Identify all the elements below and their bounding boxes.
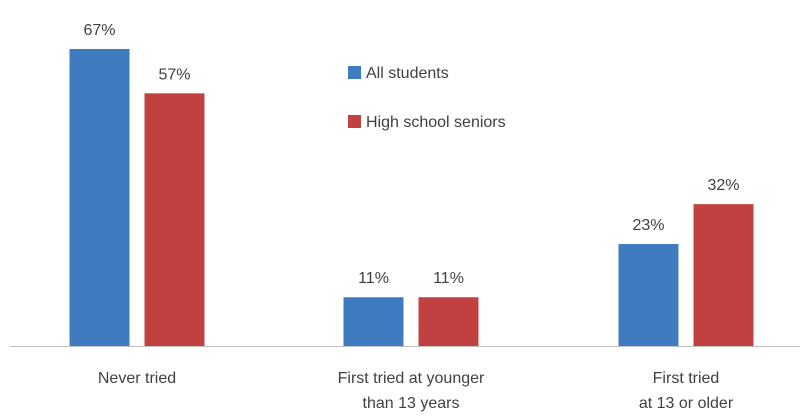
- bar-all-students-2: [618, 244, 679, 346]
- x-tick-label-line: than 13 years: [363, 395, 460, 412]
- legend-label: All students: [366, 65, 449, 82]
- legend-swatch: [348, 66, 361, 79]
- data-label: 67%: [83, 22, 115, 39]
- bar-high-school-seniors-0: [144, 93, 205, 346]
- bar-high-school-seniors-1: [418, 297, 479, 346]
- x-tick-label: Never tried: [98, 370, 176, 387]
- x-tick-label-line: First tried at younger: [338, 370, 485, 387]
- data-label: 23%: [632, 217, 664, 234]
- data-label: 32%: [707, 177, 739, 194]
- x-tick-label: First tried at younger than 13 years: [338, 370, 485, 412]
- bar-all-students-0: [69, 49, 130, 346]
- data-label: 11%: [433, 270, 464, 287]
- x-tick-label: First tried at 13 or older: [639, 370, 734, 412]
- bar-all-students-1: [343, 297, 404, 346]
- bar-high-school-seniors-2: [693, 204, 754, 346]
- x-tick-label-line: at 13 or older: [639, 395, 734, 412]
- data-label: 57%: [158, 66, 190, 83]
- legend-label: High school seniors: [366, 114, 506, 131]
- legend-swatch: [348, 115, 361, 128]
- data-label: 11%: [358, 270, 389, 287]
- x-tick-label-line: First tried: [653, 370, 720, 387]
- x-tick-label-line: Never tried: [98, 370, 176, 387]
